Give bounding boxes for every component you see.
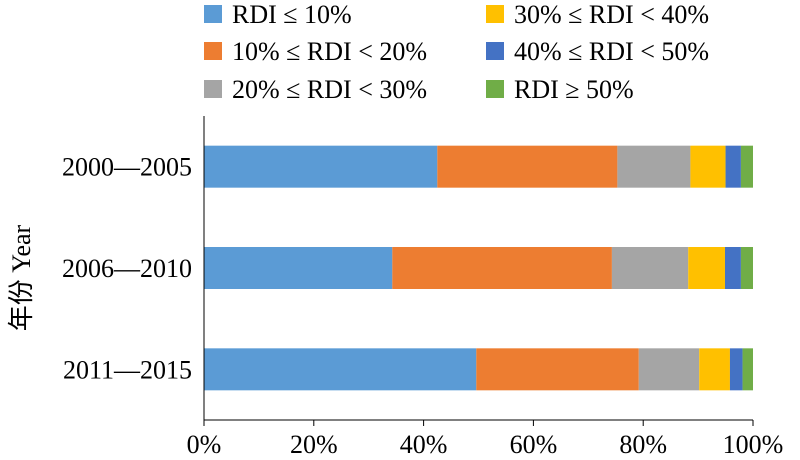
- category-label: 2000—2005: [62, 153, 192, 182]
- bar-segment-3-1: [204, 348, 477, 391]
- legend: RDI ≤ 10% 10% ≤ RDI < 20% 20% ≤ RDI < 30% 3…: [204, 0, 709, 104]
- legend-swatch: [486, 5, 504, 23]
- x-tick-label: 20%: [290, 430, 338, 455]
- legend-label: 20% ≤ RDI < 30%: [232, 75, 427, 104]
- bar-segment-2-6: [740, 247, 753, 289]
- category-label: 2011—2015: [63, 355, 192, 384]
- bar-segment-2-3: [611, 247, 689, 289]
- legend-label: 30% ≤ RDI < 40%: [514, 0, 709, 29]
- x-tick-label: 100%: [723, 430, 784, 455]
- bar-segment-2-4: [688, 247, 725, 289]
- legend-label: 40% ≤ RDI < 50%: [514, 37, 709, 66]
- bar-segment-1-5: [725, 145, 741, 188]
- x-tick-label: 80%: [619, 430, 667, 455]
- x-tick-label: 0%: [187, 430, 222, 455]
- bar-segment-2-5: [725, 247, 741, 289]
- x-tick-label: 40%: [400, 430, 448, 455]
- legend-swatch: [204, 5, 222, 23]
- category-label: 2006—2010: [62, 254, 192, 283]
- bar-segment-1-3: [617, 145, 691, 188]
- legend-swatch: [486, 80, 504, 98]
- legend-swatch: [204, 80, 222, 98]
- legend-label: RDI ≤ 10%: [232, 0, 352, 29]
- axes: 2000—2005 2006—2010 2011—2015 0% 20% 40% 60% 80…: [62, 116, 784, 459]
- bar-segment-3-4: [699, 348, 730, 391]
- bar-segment-1-2: [437, 145, 618, 188]
- bar-segment-1-6: [740, 145, 753, 188]
- legend-label: RDI ≥ 50%: [514, 75, 634, 104]
- bar-segment-2-1: [204, 247, 393, 289]
- bar-segment-1-1: [204, 145, 438, 188]
- bar-segment-1-4: [690, 145, 726, 188]
- bar-segment-3-6: [742, 348, 753, 391]
- legend-swatch: [204, 42, 222, 60]
- y-axis-label: 年份 Year: [7, 224, 36, 331]
- x-tick-label: 60%: [510, 430, 558, 455]
- bar-segment-3-2: [476, 348, 639, 391]
- bar-segment-3-3: [638, 348, 700, 391]
- bars: [204, 145, 753, 391]
- bar-segment-3-5: [729, 348, 743, 391]
- legend-label: 10% ≤ RDI < 20%: [232, 37, 427, 66]
- bar-segment-2-2: [392, 247, 612, 289]
- legend-swatch: [486, 42, 504, 60]
